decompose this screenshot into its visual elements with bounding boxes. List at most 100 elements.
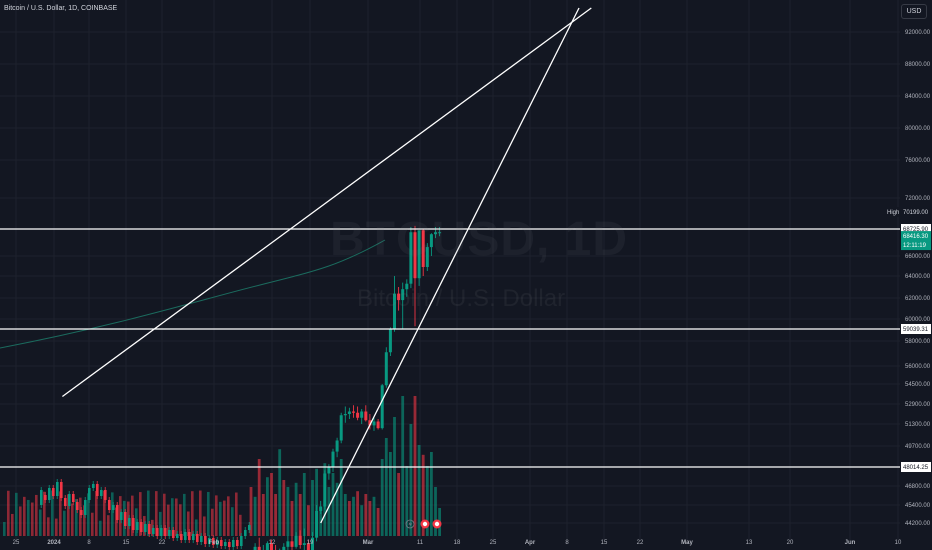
price-tag: 48014.25 bbox=[903, 465, 929, 471]
x-axis[interactable]: 25 2024 8 15 22 Feb 12 19 Mar 11 18 25 Apr 8 15 22 May 13… bbox=[13, 540, 902, 546]
volume-bar bbox=[203, 516, 206, 536]
x-tick-label: 10 bbox=[895, 540, 902, 546]
x-tick-label: 11 bbox=[417, 540, 424, 546]
volume-bar bbox=[348, 501, 351, 536]
candle bbox=[64, 498, 67, 506]
candle bbox=[368, 420, 372, 426]
candle bbox=[116, 505, 119, 520]
volume-bar bbox=[115, 507, 118, 536]
candle bbox=[302, 543, 306, 545]
candle bbox=[240, 536, 243, 546]
currency-button[interactable]: USD bbox=[901, 4, 927, 19]
volume-bar bbox=[171, 498, 174, 536]
candle bbox=[124, 512, 127, 526]
candle bbox=[290, 541, 294, 547]
volume-bar bbox=[7, 490, 10, 536]
volume-bar bbox=[384, 438, 388, 536]
volume-bar bbox=[335, 482, 339, 536]
candle bbox=[156, 528, 159, 536]
volume-bar bbox=[11, 513, 14, 536]
candle bbox=[112, 505, 115, 510]
candle bbox=[44, 495, 47, 500]
lightning-icon bbox=[405, 519, 415, 529]
candle bbox=[380, 385, 384, 429]
candle bbox=[212, 538, 215, 545]
candle bbox=[192, 534, 195, 540]
candle bbox=[160, 528, 163, 536]
candle bbox=[397, 293, 401, 301]
volume-bar bbox=[294, 482, 298, 536]
x-tick-label: 25 bbox=[490, 540, 497, 546]
x-tick-label: 15 bbox=[123, 540, 130, 546]
event-markers[interactable] bbox=[405, 519, 442, 529]
candle bbox=[188, 532, 191, 540]
price-tag-bg bbox=[901, 224, 931, 234]
candle bbox=[136, 522, 139, 530]
candle bbox=[429, 234, 433, 248]
candle bbox=[417, 230, 421, 279]
earnings-icon bbox=[434, 521, 440, 527]
volume-bar bbox=[270, 473, 273, 536]
candle bbox=[128, 518, 131, 526]
price-tag: 68416.30 bbox=[903, 234, 929, 240]
volume-bar bbox=[55, 518, 58, 536]
y-tick-label: 54500.00 bbox=[905, 382, 931, 388]
volume-bar bbox=[83, 505, 86, 536]
candle bbox=[409, 232, 413, 284]
volume-bar bbox=[278, 449, 282, 536]
candle bbox=[152, 528, 155, 534]
candle bbox=[343, 414, 347, 416]
volume-bar bbox=[302, 473, 306, 536]
volume-bar bbox=[266, 477, 269, 536]
volume-bar bbox=[417, 445, 421, 536]
volume-bar bbox=[99, 520, 102, 536]
candle bbox=[265, 543, 269, 550]
volume-bar bbox=[393, 417, 396, 536]
y-tick-label: 76000.00 bbox=[905, 158, 931, 164]
volume-bar bbox=[434, 487, 437, 536]
volume-bar bbox=[103, 490, 106, 536]
volume-bar bbox=[107, 515, 110, 536]
volume-bar bbox=[175, 498, 178, 536]
candle bbox=[282, 546, 286, 550]
candle bbox=[335, 440, 339, 452]
y-tick-label: 92000.00 bbox=[905, 30, 931, 36]
candle bbox=[80, 510, 83, 515]
y-tick-label: 45400.00 bbox=[905, 503, 931, 509]
volume-bar bbox=[307, 505, 310, 536]
candle bbox=[286, 541, 290, 547]
candle bbox=[56, 482, 59, 496]
candle bbox=[68, 494, 71, 506]
volume-bar bbox=[235, 492, 238, 536]
trend-line bbox=[320, 7, 580, 524]
watermark-name: Bitcoin / U.S. Dollar bbox=[357, 285, 566, 312]
candle bbox=[360, 411, 364, 418]
drawn-lines[interactable] bbox=[0, 7, 900, 524]
candle bbox=[401, 289, 405, 301]
candle bbox=[294, 535, 298, 547]
y-tick-label: 88000.00 bbox=[905, 62, 931, 68]
y-axis[interactable]: 92000.00 88000.00 84000.00 80000.00 76000.00… bbox=[905, 30, 931, 527]
symbol-title[interactable]: Bitcoin / U.S. Dollar, 1D, COINBASE bbox=[4, 5, 118, 12]
tag-label-bg bbox=[885, 207, 901, 217]
volume-bar bbox=[405, 466, 409, 536]
volume-bar bbox=[39, 509, 42, 536]
x-tick-label: 13 bbox=[746, 540, 753, 546]
volume-bar bbox=[79, 497, 82, 536]
volume-bar bbox=[63, 510, 66, 536]
candle bbox=[168, 530, 171, 536]
volume-bar bbox=[360, 505, 364, 536]
candle bbox=[220, 540, 223, 546]
volume-bar bbox=[389, 452, 392, 536]
volume-bar bbox=[215, 495, 218, 536]
candle bbox=[347, 411, 351, 414]
volume-bar bbox=[47, 517, 50, 536]
volume-bar bbox=[368, 501, 372, 536]
candle bbox=[311, 537, 314, 550]
lightning-icon bbox=[408, 521, 412, 527]
y-tick-label: 46800.00 bbox=[905, 484, 931, 490]
volume-bar bbox=[59, 491, 62, 536]
